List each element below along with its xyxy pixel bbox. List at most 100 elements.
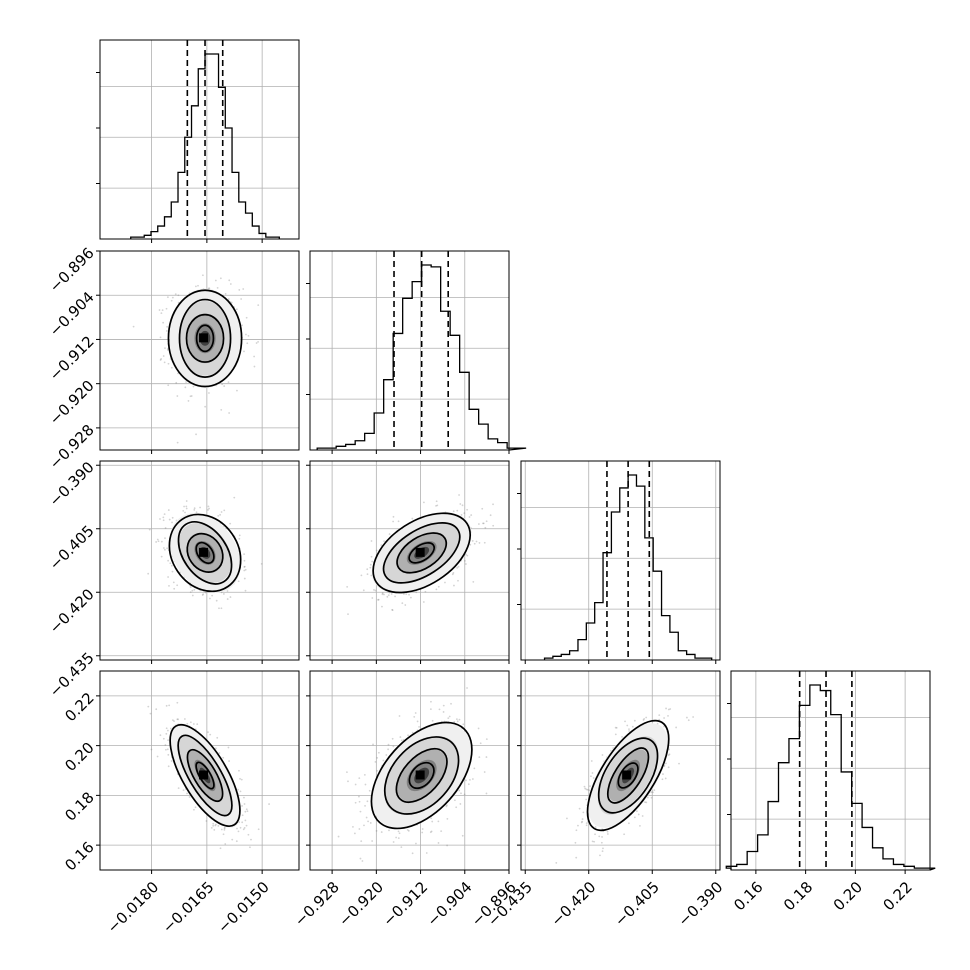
hist-bar-3-11: [831, 715, 841, 870]
scatter-frame-3-2: [520, 670, 721, 871]
hist-bar-0-10: [198, 69, 205, 239]
contour-3-1-0: [408, 761, 435, 790]
contour-3-2-2: [597, 737, 659, 814]
contour-2-1-1: [396, 532, 448, 574]
contour-1-0-3: [167, 289, 243, 388]
hist-bar-0-4: [158, 226, 165, 239]
hist-line-2: [543, 474, 713, 660]
hist-bar-1-17: [479, 424, 488, 450]
density-peak-2-1: [415, 547, 425, 557]
hist-bar-1-19: [498, 443, 507, 450]
density-peak-1-0: [199, 333, 209, 343]
xtick-label-3-1: 0.18: [780, 878, 816, 914]
hist-frame-3: [730, 670, 931, 871]
hist-bar-3-4: [758, 835, 768, 870]
scatter-frame-1-0: [99, 250, 300, 451]
hist-bar-1-3: [346, 444, 355, 450]
ytick-label-3-3: 0.22: [61, 689, 97, 725]
hist-bar-2-2: [561, 654, 569, 660]
hist-frame-0: [99, 39, 300, 240]
hist-bar-1-11: [422, 265, 431, 450]
xtick-label-2-2: −0.405: [611, 878, 663, 930]
xtick-label-1-0: −0.928: [291, 878, 343, 930]
hist-bar-3-15: [873, 848, 883, 870]
contour-3-0-1: [186, 748, 224, 803]
xtick-label-0-0: −0.0180: [104, 878, 163, 937]
hist-bar-1-5: [365, 433, 374, 450]
scatter-panel-2-0: [99, 460, 300, 661]
hist-bar-0-9: [192, 106, 199, 239]
contour-2-1-3: [372, 512, 472, 594]
contour-3-0-2: [177, 734, 233, 817]
hist-bar-0-6: [171, 202, 178, 239]
scatter-frame-3-1: [309, 670, 510, 871]
hist-bar-2-16: [678, 651, 686, 660]
contour-3-1-3: [370, 721, 473, 830]
contour-1-0-0: [195, 324, 215, 353]
hist-bar-2-6: [595, 603, 603, 660]
hist-bar-1-14: [450, 335, 459, 450]
contour-3-0-3: [169, 723, 241, 828]
hist-bar-2-10: [628, 475, 636, 660]
density-peak-3-1: [415, 770, 425, 780]
xtick-label-1-1: −0.920: [335, 878, 387, 930]
contour-1-0-1: [185, 313, 225, 363]
hist-panel-2: [517, 460, 721, 661]
ytick-label-2-2: −0.405: [46, 522, 98, 574]
ytick-label-1-4: −0.896: [46, 244, 98, 296]
ytick-label-1-2: −0.912: [46, 332, 98, 384]
hist-bar-2-5: [586, 623, 594, 660]
hist-bar-1-7: [384, 380, 393, 450]
scatter-panel-3-1: [309, 670, 510, 871]
hist-bar-0-5: [165, 217, 172, 239]
xtick-label-0-1: −0.0165: [159, 878, 218, 937]
ytick-label-3-2: 0.20: [61, 739, 97, 775]
hist-bar-3-16: [883, 859, 893, 870]
hist-panel-3: [725, 670, 936, 871]
density-peak-2-0: [199, 547, 209, 557]
xtick-label-1-2: −0.912: [379, 878, 431, 930]
hist-line-3: [725, 684, 936, 871]
hist-bar-1-6: [374, 413, 383, 450]
scatter-panel-2-1: [309, 460, 510, 661]
hist-bar-1-4: [355, 441, 364, 450]
scatter-frame-2-1: [309, 460, 510, 661]
density-peak-3-0: [199, 770, 209, 780]
hist-bar-2-8: [611, 512, 619, 660]
hist-frame-2: [520, 460, 721, 661]
xtick-label-2-3: −0.390: [675, 878, 727, 930]
hist-bar-3-14: [862, 827, 872, 870]
hist-bar-2-3: [570, 651, 578, 660]
hist-bar-1-12: [431, 267, 440, 450]
hist-bar-3-7: [789, 739, 799, 870]
hist-bar-0-3: [151, 232, 158, 239]
hist-bar-3-5: [768, 802, 778, 870]
contour-3-2-0: [617, 762, 639, 789]
hist-bar-0-18: [252, 226, 259, 239]
ytick-label-2-1: −0.420: [46, 585, 98, 637]
contour-2-1-0: [408, 542, 436, 564]
scatter-frame-3-0: [99, 670, 300, 871]
xtick-label-0-2: −0.0150: [214, 878, 273, 937]
xtick-label-2-1: −0.420: [548, 878, 600, 930]
ytick-label-2-0: −0.435: [46, 649, 98, 701]
contour-1-0-2: [178, 298, 232, 378]
contour-2-0-2: [177, 521, 233, 585]
hist-bar-0-15: [232, 172, 239, 239]
ytick-label-1-1: −0.920: [46, 377, 98, 429]
hist-bar-2-11: [636, 486, 644, 660]
hist-bar-0-12: [212, 54, 219, 239]
xtick-label-1-3: −0.904: [424, 878, 476, 930]
hist-bar-3-9: [810, 685, 820, 870]
hist-frame-1: [309, 250, 510, 451]
density-peak-3-2: [622, 770, 632, 780]
hist-bar-3-17: [893, 864, 903, 870]
hist-bar-0-17: [246, 213, 253, 239]
hist-panel-0: [96, 39, 300, 240]
contour-2-1-2: [382, 522, 461, 584]
hist-bar-2-15: [670, 632, 678, 660]
scatter-panel-1-0: [99, 250, 300, 451]
hist-bar-2-17: [687, 654, 695, 660]
hist-bar-0-14: [225, 128, 232, 239]
